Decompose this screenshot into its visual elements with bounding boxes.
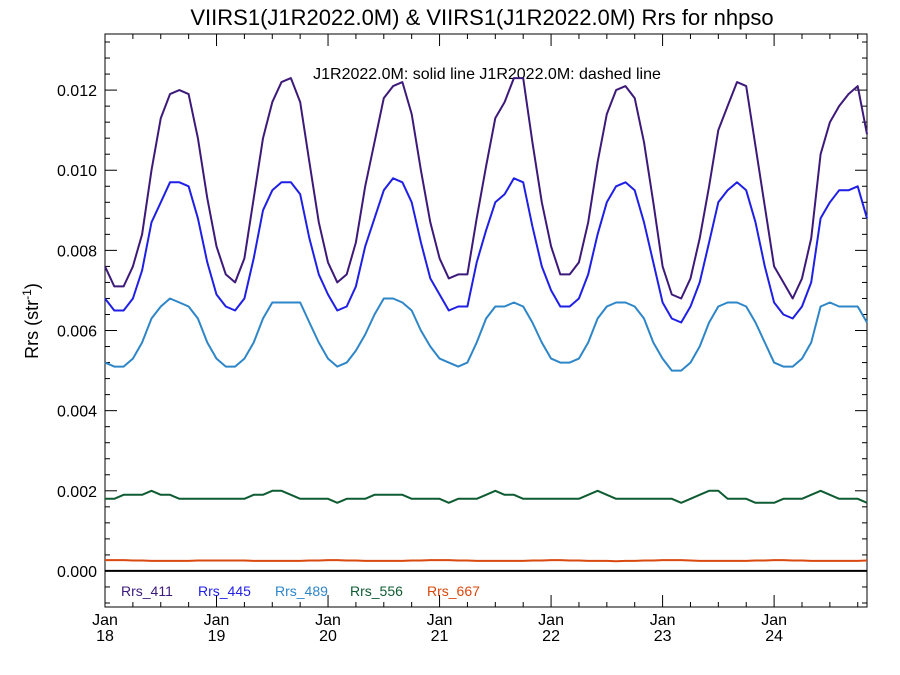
legend-entry-rrs-556: Rrs_556 (350, 583, 403, 599)
x-tick-label-month: Jan (92, 612, 118, 629)
plot-area: 0.0000.0020.0040.0060.0080.0100.012Jan18… (57, 33, 868, 645)
y-tick-label: 0.010 (57, 163, 97, 180)
y-tick-label: 0.006 (57, 324, 97, 341)
y-tick-label: 0.008 (57, 243, 97, 260)
x-tick-label-year: 24 (765, 628, 783, 645)
series-line-rrs-445 (104, 177, 868, 324)
legend-entry-rrs-411: Rrs_411 (121, 583, 173, 599)
legend-entry-rrs-445: Rrs_445 (198, 583, 251, 599)
x-tick-label-month: Jan (315, 612, 341, 629)
x-tick-label-month: Jan (650, 612, 676, 629)
x-tick-label-year: 23 (654, 628, 672, 645)
plot-frame (104, 33, 868, 608)
series-line-rrs-667 (105, 559, 868, 563)
legend-entry-rrs-667: Rrs_667 (427, 583, 480, 599)
series-line-rrs-489 (104, 297, 868, 372)
y-tick-label: 0.000 (57, 564, 97, 581)
y-tick-label: 0.012 (57, 83, 97, 100)
series-line-rrs-411 (104, 77, 868, 300)
x-tick-label-year: 19 (208, 628, 226, 645)
x-tick-label-month: Jan (761, 612, 787, 629)
series-line-rrs-556 (105, 489, 868, 504)
x-tick-label-month: Jan (204, 612, 230, 629)
x-tick-label-year: 20 (319, 628, 337, 645)
y-tick-label: 0.004 (57, 404, 97, 421)
x-tick-label-year: 18 (96, 628, 114, 645)
y-tick-label: 0.002 (57, 484, 97, 501)
chart-title: VIIRS1(J1R2022.0M) & VIIRS1(J1R2022.0M) … (190, 5, 773, 30)
x-tick-label-month: Jan (427, 612, 453, 629)
line-style-annotation: J1R2022.0M: solid line J1R2022.0M: dashe… (313, 66, 661, 83)
y-axis-label: Rrs (str-1) (20, 283, 42, 359)
x-tick-label-year: 21 (431, 628, 449, 645)
legend-entry-rrs-489: Rrs_489 (275, 583, 328, 599)
x-tick-label-year: 22 (542, 628, 560, 645)
x-tick-label-month: Jan (538, 612, 564, 629)
